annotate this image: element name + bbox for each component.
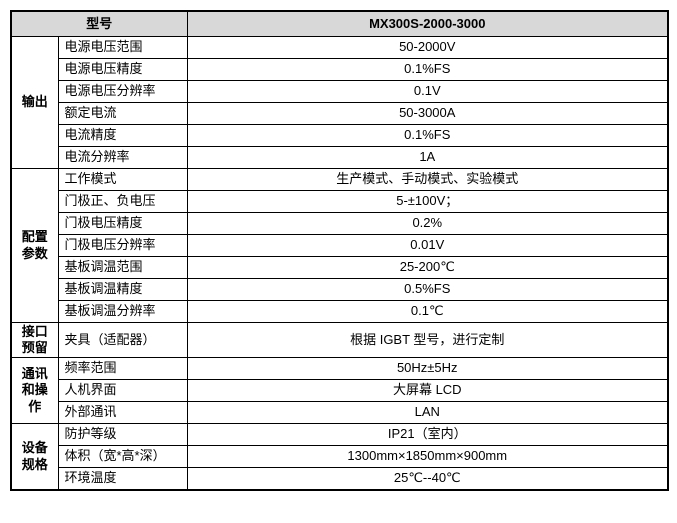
value-cell: 0.5%FS (186, 278, 669, 301)
table-row: 门极正、负电压 5-±100V； (11, 190, 669, 213)
param-cell: 基板调温范围 (57, 256, 188, 279)
param-cell: 电源电压精度 (57, 58, 188, 81)
value-cell: IP21（室内） (186, 423, 669, 446)
group-label-comm-operation: 通讯和操作 (10, 357, 59, 424)
table-row: 电源电压精度 0.1%FS (11, 58, 669, 81)
spec-table: 型号 MX300S-2000-3000 输出 电源电压范围 50-2000V 电… (10, 10, 670, 491)
value-cell: 根据 IGBT 型号，进行定制 (186, 322, 669, 358)
group-label-device-specs: 设备规格 (10, 423, 59, 491)
table-row: 基板调温范围 25-200℃ (11, 256, 669, 279)
table-row: 电流分辨率 1A (11, 146, 669, 169)
value-cell: 大屏幕 LCD (186, 379, 669, 402)
table-row: 基板调温精度 0.5%FS (11, 278, 669, 301)
param-cell: 电源电压分辨率 (57, 80, 188, 103)
value-cell: 5-±100V； (186, 190, 669, 213)
param-cell: 环境温度 (57, 467, 188, 491)
param-cell: 电源电压范围 (57, 36, 188, 59)
group-label-interface-reserved: 接口预留 (10, 322, 59, 358)
param-cell: 门极正、负电压 (57, 190, 188, 213)
table-row: 电流精度 0.1%FS (11, 124, 669, 147)
param-cell: 外部通讯 (57, 401, 188, 424)
param-cell: 防护等级 (57, 423, 188, 446)
param-cell: 基板调温精度 (57, 278, 188, 301)
group-label-output: 输出 (10, 36, 59, 169)
model-value-cell: MX300S-2000-3000 (186, 10, 669, 37)
table-row: 额定电流 50-3000A (11, 102, 669, 125)
group-label-config-params: 配置参数 (10, 168, 59, 323)
table-row: 门极电压精度 0.2% (11, 212, 669, 235)
table-row: 设备规格 防护等级 IP21（室内） (10, 423, 669, 491)
value-cell: 50-3000A (186, 102, 669, 125)
table-row: 电源电压分辨率 0.1V (11, 80, 669, 103)
value-cell: 0.1%FS (186, 58, 669, 81)
value-cell: 1A (186, 146, 669, 169)
value-cell: 1300mm×1850mm×900mm (186, 445, 669, 468)
table-row: 门极电压分辨率 0.01V (11, 234, 669, 257)
param-cell: 体积（宽*高*深） (57, 445, 188, 468)
table-row: 体积（宽*高*深） 1300mm×1850mm×900mm (11, 445, 669, 468)
param-cell: 门极电压分辨率 (57, 234, 188, 257)
model-label-cell: 型号 (10, 10, 188, 37)
param-cell: 额定电流 (57, 102, 188, 125)
param-cell: 夹具（适配器） (57, 322, 188, 358)
table-row: 接口预留 夹具（适配器） 根据 IGBT 型号，进行定制 (10, 322, 669, 358)
value-cell: 25-200℃ (186, 256, 669, 279)
table-row: 输出 电源电压范围 50-2000V (10, 36, 669, 169)
param-cell: 人机界面 (57, 379, 188, 402)
value-cell: 0.1%FS (186, 124, 669, 147)
table-header-row: 型号 MX300S-2000-3000 (10, 10, 669, 37)
value-cell: LAN (186, 401, 669, 424)
value-cell: 50-2000V (186, 36, 669, 59)
param-cell: 频率范围 (57, 357, 188, 380)
param-cell: 门极电压精度 (57, 212, 188, 235)
param-cell: 电流分辨率 (57, 146, 188, 169)
value-cell: 生产模式、手动模式、实验模式 (186, 168, 669, 191)
value-cell: 0.2% (186, 212, 669, 235)
table-row: 基板调温分辨率 0.1℃ (11, 300, 669, 323)
param-cell: 基板调温分辨率 (57, 300, 188, 323)
table-row: 外部通讯 LAN (11, 401, 669, 424)
table-row: 通讯和操作 频率范围 50Hz±5Hz (10, 357, 669, 424)
value-cell: 50Hz±5Hz (186, 357, 669, 380)
param-cell: 电流精度 (57, 124, 188, 147)
table-row: 环境温度 25℃--40℃ (11, 467, 669, 491)
table-row: 人机界面 大屏幕 LCD (11, 379, 669, 402)
value-cell: 0.1℃ (186, 300, 669, 323)
table-row: 配置参数 工作模式 生产模式、手动模式、实验模式 (10, 168, 669, 323)
value-cell: 0.1V (186, 80, 669, 103)
value-cell: 25℃--40℃ (186, 467, 669, 491)
param-cell: 工作模式 (57, 168, 188, 191)
value-cell: 0.01V (186, 234, 669, 257)
